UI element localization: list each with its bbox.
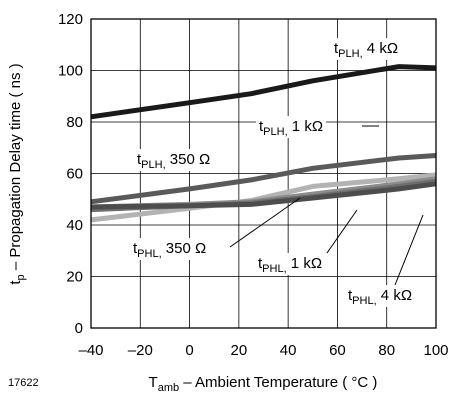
series-line-tplh-4-k [90, 64, 437, 120]
series-label-tphl-350: tPHL, 350 Ω [133, 240, 206, 260]
labels-layer: tPLH, 4 kΩ tPLH, 1 kΩ tPLH, 350 Ω tPHL, 350… [130, 38, 424, 307]
x-tick-label: 80 [378, 342, 395, 359]
x-tick-label: 0 [185, 342, 193, 359]
y-tick-label: 40 [66, 217, 83, 234]
series-line-tplh-350 [90, 172, 437, 223]
x-tick-label: 100 [423, 342, 448, 359]
leader-line [326, 209, 358, 254]
leader-line [229, 197, 301, 248]
y-tick-label: 20 [66, 269, 83, 286]
series-label-tplh-4-k: tPLH, 4 kΩ [334, 40, 398, 60]
y-tick-label: 120 [58, 11, 83, 28]
series-label-tplh-350: tPLH, 350 Ω [137, 151, 210, 171]
series-line-tphl-4-k [90, 181, 437, 210]
label-background [130, 238, 210, 260]
y-tick-label: 100 [58, 63, 83, 80]
series-label-tphl-4-k: tPHL, 4 kΩ [348, 287, 412, 307]
series-layer [90, 64, 437, 223]
label-background [256, 116, 327, 138]
ticks-layer: –40 –20 0 20 40 60 80 100 0 20 40 60 80 100 120 [58, 11, 449, 359]
label-background [134, 149, 214, 171]
series-line-tplh-1-k [90, 153, 437, 205]
y-axis-title: tp – Propagation Delay time ( ns ) [7, 63, 27, 284]
grid [90, 18, 437, 329]
x-tick-label: 40 [280, 342, 297, 359]
figure-number: 17622 [8, 377, 39, 389]
label-background [331, 38, 402, 60]
plot-frame [90, 18, 437, 329]
x-tick-label: 60 [329, 342, 346, 359]
y-tick-label: 60 [66, 166, 83, 183]
leader-line [392, 214, 424, 291]
axis-titles: Tamb – Ambient Temperature ( °C ) tp – Pr… [7, 63, 377, 394]
x-tick-label: –40 [78, 342, 103, 359]
x-tick-label: 20 [231, 342, 248, 359]
series-label-tphl-1-k: tPHL, 1 kΩ [258, 255, 322, 275]
label-background [255, 253, 326, 275]
y-tick-label: 80 [66, 114, 83, 131]
label-background [345, 285, 416, 307]
y-tick-label: 0 [75, 320, 83, 337]
x-axis-title: Tamb – Ambient Temperature ( °C ) [149, 374, 378, 394]
x-tick-label: –20 [128, 342, 153, 359]
series-label-tplh-1-k: tPLH, 1 kΩ [259, 118, 323, 138]
